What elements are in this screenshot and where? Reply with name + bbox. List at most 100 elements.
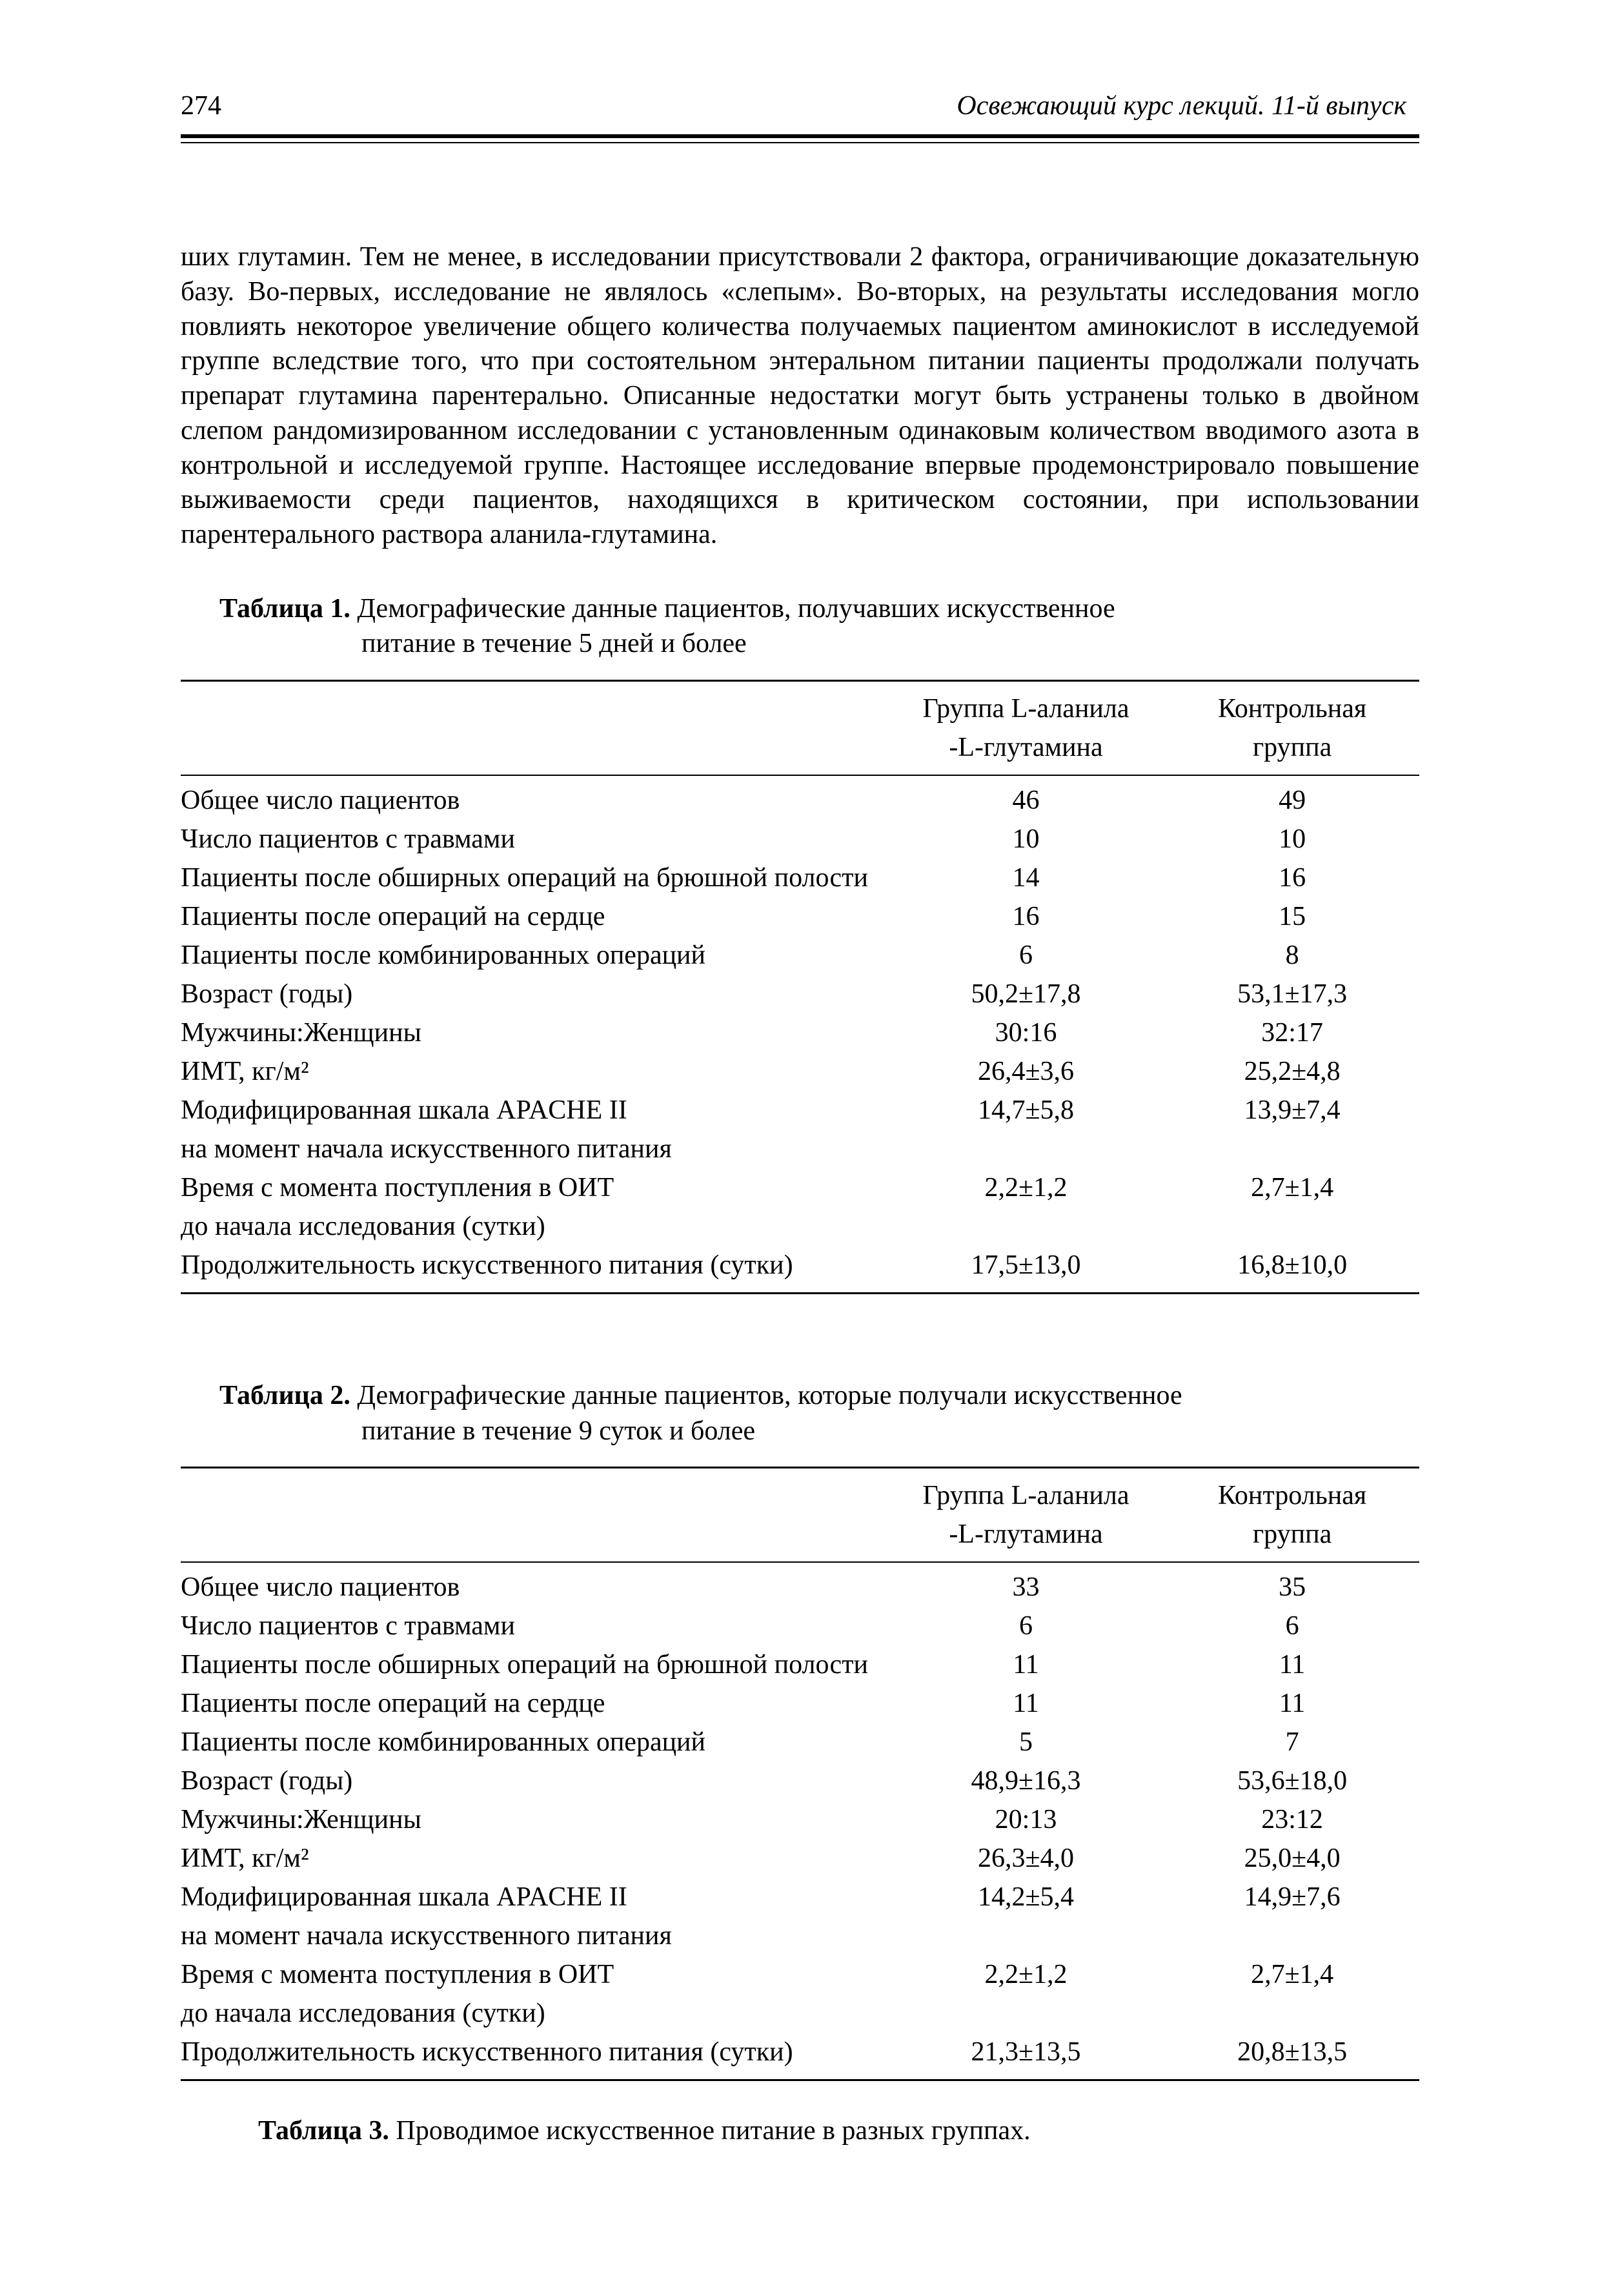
table2-row-label: Пациенты после комбинированных операций — [181, 1723, 887, 1762]
table2-row-label: Модифицированная шкала APACHE II — [181, 1878, 887, 1916]
table1-row-v2: 49 — [1171, 775, 1419, 820]
table1-row-label: ИМТ, кг/м² — [181, 1052, 887, 1091]
table1-colheader1-line2: -L-глутамина — [887, 728, 1171, 775]
table1-row-v2 — [1171, 1207, 1419, 1246]
table1-row-v2: 10 — [1171, 820, 1419, 858]
table2-row-v2: 2,7±1,4 — [1171, 1955, 1419, 1994]
table2-row-v2: 20,8±13,5 — [1171, 2033, 1419, 2080]
table2-row-v1: 26,3±4,0 — [887, 1839, 1171, 1878]
table2-row-v1: 14,2±5,4 — [887, 1878, 1171, 1916]
table2-caption-line2: питание в течение 9 суток и более — [219, 1414, 1419, 1449]
table-row: Возраст (годы)48,9±16,353,6±18,0 — [181, 1762, 1419, 1800]
table2-row-label: Общее число пациентов — [181, 1562, 887, 1607]
table2-row-v2: 6 — [1171, 1607, 1419, 1645]
table1-row-label: Мужчины:Женщины — [181, 1013, 887, 1052]
body-paragraph: ших глутамин. Тем не менее, в исследован… — [181, 240, 1419, 553]
table1-caption-line2: питание в течение 5 дней и более — [219, 626, 1419, 662]
table-row: до начала исследования (сутки) — [181, 1207, 1419, 1246]
table1-row-v1: 10 — [887, 820, 1171, 858]
table-row: на момент начала искусственного питания — [181, 1916, 1419, 1955]
table3-caption-label: Таблица 3. — [258, 2116, 389, 2146]
table2-row-v1: 33 — [887, 1562, 1171, 1607]
table2-row-label: Время с момента поступления в ОИТ — [181, 1955, 887, 1994]
table-row: Пациенты после обширных операций на брюш… — [181, 1645, 1419, 1684]
table1-row-v1: 17,5±13,0 — [887, 1246, 1171, 1294]
table-row: Продолжительность искусственного питания… — [181, 1246, 1419, 1294]
table1-row-v1 — [887, 1130, 1171, 1168]
table1-row-v2: 8 — [1171, 936, 1419, 975]
table1-row-v1: 14 — [887, 858, 1171, 897]
table2-row-v1: 2,2±1,2 — [887, 1955, 1171, 1994]
table2-row-label: ИМТ, кг/м² — [181, 1839, 887, 1878]
table2-row-v2: 53,6±18,0 — [1171, 1762, 1419, 1800]
table2-row-label: Пациенты после обширных операций на брюш… — [181, 1645, 887, 1684]
table2-row-v1: 20:13 — [887, 1800, 1171, 1839]
table2-caption: Таблица 2. Демографические данные пациен… — [181, 1378, 1419, 1448]
table2-row-v1 — [887, 1994, 1171, 2033]
table-row: Пациенты после комбинированных операций5… — [181, 1723, 1419, 1762]
table2-row-v2: 7 — [1171, 1723, 1419, 1762]
table1: Группа L-аланила Контрольная -L-глутамин… — [181, 680, 1419, 1294]
table2-row-v2: 25,0±4,0 — [1171, 1839, 1419, 1878]
table2: Группа L-аланила Контрольная -L-глутамин… — [181, 1467, 1419, 2081]
table1-row-label: Пациенты после обширных операций на брюш… — [181, 858, 887, 897]
table1-row-label: Число пациентов с травмами — [181, 820, 887, 858]
table2-colheader1-line1: Группа L-аланила — [887, 1468, 1171, 1516]
table1-row-v2: 53,1±17,3 — [1171, 975, 1419, 1013]
table-row: ИМТ, кг/м²26,3±4,025,0±4,0 — [181, 1839, 1419, 1878]
table1-row-v2: 13,9±7,4 — [1171, 1091, 1419, 1130]
table1-row-label: Пациенты после операций на сердце — [181, 897, 887, 936]
table1-row-v2: 16,8±10,0 — [1171, 1246, 1419, 1294]
page-number: 274 — [181, 90, 221, 121]
table1-row-label: Общее число пациентов — [181, 775, 887, 820]
table1-row-v1: 26,4±3,6 — [887, 1052, 1171, 1091]
table2-row-label: Пациенты после операций на сердце — [181, 1684, 887, 1723]
table-row: Пациенты после операций на сердце1615 — [181, 897, 1419, 936]
table2-row-v2: 35 — [1171, 1562, 1419, 1607]
table-row: Мужчины:Женщины20:1323:12 — [181, 1800, 1419, 1839]
table1-row-label: на момент начала искусственного питания — [181, 1130, 887, 1168]
table2-row-v2: 11 — [1171, 1645, 1419, 1684]
table2-row-v1: 11 — [887, 1645, 1171, 1684]
table2-row-v1: 48,9±16,3 — [887, 1762, 1171, 1800]
table2-row-v2: 11 — [1171, 1684, 1419, 1723]
table1-row-v2: 2,7±1,4 — [1171, 1168, 1419, 1207]
table1-row-label: Пациенты после комбинированных операций — [181, 936, 887, 975]
table1-row-v1: 16 — [887, 897, 1171, 936]
table1-row-v2: 15 — [1171, 897, 1419, 936]
table1-caption-text: Демографические данные пациентов, получа… — [350, 594, 1115, 624]
table-row: Возраст (годы)50,2±17,853,1±17,3 — [181, 975, 1419, 1013]
table2-row-v1: 6 — [887, 1607, 1171, 1645]
table1-row-v1: 2,2±1,2 — [887, 1168, 1171, 1207]
table1-row-v2: 16 — [1171, 858, 1419, 897]
table1-caption-label: Таблица 1. — [219, 594, 350, 624]
table-row: Число пациентов с травмами1010 — [181, 820, 1419, 858]
table2-caption-label: Таблица 2. — [219, 1381, 350, 1410]
table2-row-label: на момент начала искусственного питания — [181, 1916, 887, 1955]
table1-row-v2: 32:17 — [1171, 1013, 1419, 1052]
table-row: до начала исследования (сутки) — [181, 1994, 1419, 2033]
table2-row-v2 — [1171, 1994, 1419, 2033]
table2-row-v1: 11 — [887, 1684, 1171, 1723]
table-row: ИМТ, кг/м²26,4±3,625,2±4,8 — [181, 1052, 1419, 1091]
table-row: Продолжительность искусственного питания… — [181, 2033, 1419, 2080]
table1-row-label: Модифицированная шкала APACHE II — [181, 1091, 887, 1130]
header-rule-thin — [181, 142, 1419, 143]
table1-row-v2 — [1171, 1130, 1419, 1168]
table1-row-v1: 46 — [887, 775, 1171, 820]
table2-row-label: Продолжительность искусственного питания… — [181, 2033, 887, 2080]
table2-row-v1: 21,3±13,5 — [887, 2033, 1171, 2080]
table1-row-v1: 6 — [887, 936, 1171, 975]
table2-row-v1: 5 — [887, 1723, 1171, 1762]
book-title: Освежающий курс лекций. 11-й выпуск — [957, 90, 1419, 121]
table2-row-label: до начала исследования (сутки) — [181, 1994, 887, 2033]
table-row: Время с момента поступления в ОИТ2,2±1,2… — [181, 1168, 1419, 1207]
table1-colheader2-line2: группа — [1171, 728, 1419, 775]
table2-row-v1 — [887, 1916, 1171, 1955]
table2-caption-text: Демографические данные пациентов, которы… — [350, 1381, 1182, 1410]
table2-row-v2 — [1171, 1916, 1419, 1955]
table1-row-label: до начала исследования (сутки) — [181, 1207, 887, 1246]
table1-colheader1-line1: Группа L-аланила — [887, 680, 1171, 728]
table-row: Время с момента поступления в ОИТ2,2±1,2… — [181, 1955, 1419, 1994]
table1-caption: Таблица 1. Демографические данные пациен… — [181, 591, 1419, 662]
